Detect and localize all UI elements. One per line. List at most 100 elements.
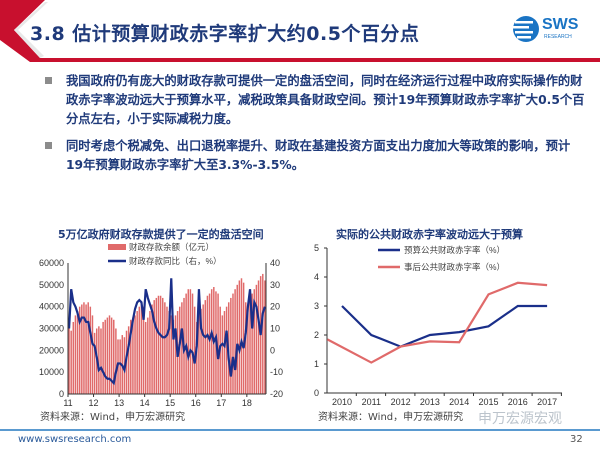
deposit-bar — [142, 306, 145, 394]
left-chart-source: 资料来源：Wind，申万宏源研究 — [40, 412, 186, 423]
deposit-bar — [225, 306, 228, 394]
deposit-bar — [221, 315, 224, 394]
x-tick-label: 18 — [242, 398, 252, 408]
deposit-bar — [136, 311, 138, 394]
deposit-bar — [87, 302, 89, 394]
left-chart-title: 5万亿政府财政存款提供了一定的盘活空间 — [58, 228, 264, 241]
bullet-item: 同时考虑个税减免、出口退税率提升、财政在基建投资方面支出力度加大等政策的影响，预… — [45, 137, 585, 175]
deposit-bar — [202, 304, 204, 394]
deposit-bar — [264, 280, 266, 394]
y-tick-label: 2 — [314, 330, 319, 340]
deposit-bar — [168, 311, 170, 394]
deposit-bar — [159, 295, 162, 394]
x-tick-label: 2011 — [362, 397, 381, 407]
y-right-tick-label: 10 — [270, 324, 280, 334]
deposit-bar — [170, 315, 172, 394]
deposit-bar — [157, 295, 160, 394]
logo-globe-icon — [513, 16, 539, 42]
legend-line-label: 财政存款同比（右，%） — [129, 256, 222, 266]
x-tick-label: 2016 — [508, 397, 528, 407]
page-title: 3.8 估计预算财政赤字率扩大约0.5个百分点 — [30, 23, 420, 45]
deposit-bar — [102, 321, 104, 394]
deposit-bar — [68, 328, 70, 394]
deposit-bar — [255, 284, 258, 394]
y-left-tick-label: 30000 — [39, 324, 64, 334]
deposit-bar — [91, 315, 94, 394]
bullet-square-icon — [45, 77, 52, 84]
deposit-bar — [151, 304, 153, 394]
sws-logo: SWS RESEARCH — [512, 14, 592, 46]
deposit-bar — [245, 302, 247, 394]
deposit-bar — [140, 302, 143, 394]
deposit-bar — [223, 311, 226, 394]
deposit-bar — [238, 280, 241, 394]
x-tick-label: 2015 — [478, 397, 498, 407]
deposit-bar — [262, 273, 264, 394]
page-number: 32 — [570, 434, 583, 445]
bullet-list: 我国政府仍有庞大的财政存款可提供一定的盘活空间，同时在经济运行过程中政府实际操作… — [45, 72, 585, 183]
deposit-bar — [108, 315, 111, 394]
y-left-tick-label: 40000 — [39, 302, 64, 312]
deposit-bar — [83, 302, 85, 394]
deposit-bar — [130, 319, 132, 394]
bullet-item: 我国政府仍有庞大的财政存款可提供一定的盘活空间，同时在经济运行过程中政府实际操作… — [45, 72, 585, 129]
y-tick-label: 3 — [314, 301, 319, 311]
deposit-bar — [164, 302, 166, 394]
x-tick-label: 12 — [89, 398, 99, 408]
deposit-bar — [240, 278, 243, 394]
deposit-bar — [236, 284, 238, 394]
y-left-tick-label: 20000 — [39, 345, 64, 355]
x-tick-label: 2017 — [537, 397, 557, 407]
right-chart-source: 资料来源：Wind，申万宏源研究 — [318, 412, 464, 423]
deposit-bar — [189, 289, 192, 394]
deposit-bar — [119, 339, 121, 394]
x-tick-label: 17 — [216, 398, 226, 408]
actual-deficit-line — [326, 281, 548, 364]
footer-url[interactable]: www.swsresearch.com — [18, 434, 132, 445]
deposit-bar — [198, 313, 200, 394]
x-tick-label: 2013 — [420, 397, 440, 407]
deposit-bar — [72, 321, 75, 394]
deposit-bar — [206, 295, 209, 394]
deposit-bar — [242, 282, 245, 394]
deposit-bar — [210, 289, 213, 394]
y-tick-label: 5 — [314, 243, 319, 253]
watermark: 申万宏源宏观 — [478, 411, 562, 427]
deposit-bar — [100, 328, 102, 394]
bullet-text: 我国政府仍有庞大的财政存款可提供一定的盘活空间，同时在经济运行过程中政府实际操作… — [66, 74, 585, 126]
deposit-bar — [110, 317, 113, 394]
deposit-bar — [76, 311, 79, 394]
y-left-tick-label: 10000 — [39, 367, 64, 377]
bullet-text: 同时考虑个税减免、出口退税率提升、财政在基建投资方面支出力度加大等政策的影响，预… — [66, 139, 571, 172]
deposit-bar — [174, 315, 177, 394]
y-right-tick-label: -20 — [270, 389, 283, 399]
deposit-bar — [149, 311, 151, 394]
deposit-bar — [257, 280, 260, 394]
deposit-bar — [134, 315, 136, 394]
deposit-chart: 0 10000 20000 30000 40000 50000 60000 -20 -10 0 10… — [39, 242, 283, 408]
deposit-bar — [144, 321, 147, 394]
deposit-bar — [98, 326, 100, 394]
y-right-tick-label: 30 — [270, 280, 280, 290]
logo-subtext: RESEARCH — [544, 34, 572, 40]
right-chart-title: 实际的公共财政赤字率波动远大于预算 — [336, 228, 523, 241]
x-tick-label: 15 — [165, 398, 175, 408]
deposit-bar — [193, 306, 196, 394]
deposit-bar — [217, 293, 219, 394]
logo-text: SWS — [542, 16, 579, 33]
deposit-bar — [113, 319, 115, 394]
deposit-bar — [166, 306, 168, 394]
x-tick-label: 14 — [140, 398, 150, 408]
deposit-bar — [138, 306, 141, 394]
y-tick-label: 0 — [314, 388, 319, 398]
deposit-bar — [147, 317, 149, 394]
deposit-bar — [187, 289, 190, 394]
deposit-bar — [153, 300, 155, 394]
budget-deficit-line — [341, 304, 548, 348]
deposit-bar — [70, 330, 72, 394]
y-left-tick-label: 60000 — [39, 258, 64, 268]
deposit-bar — [230, 297, 232, 394]
y-left-tick-label: 50000 — [39, 280, 64, 290]
deposit-bar — [172, 319, 175, 394]
legend-label: 预算公共财政赤字率（%） — [404, 245, 505, 255]
